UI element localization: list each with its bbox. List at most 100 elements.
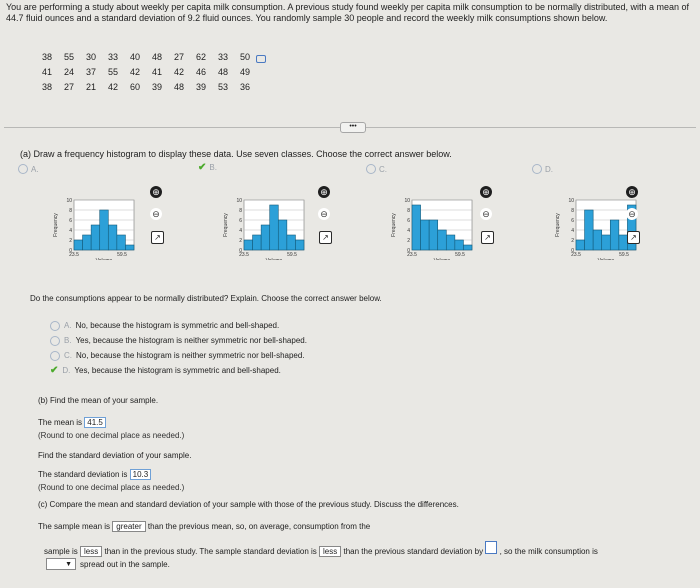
y-tick-label: 0 [407, 248, 410, 254]
x-axis-label: Volume [266, 258, 283, 260]
normality-question: Do the consumptions appear to be normall… [30, 294, 382, 303]
option-letter: D. [62, 366, 71, 375]
y-tick-label: 6 [239, 218, 242, 224]
y-axis-label: Frequency [555, 213, 561, 237]
mean-answer[interactable]: 41.5 [84, 417, 106, 428]
y-tick-label: 0 [69, 248, 72, 254]
option-text: Yes, because the histogram is symmetric … [74, 366, 281, 375]
spread-dropdown[interactable]: ▼ [46, 558, 76, 570]
data-cell: 21 [85, 82, 96, 92]
radio-a[interactable] [50, 320, 60, 331]
zoom-in-icon[interactable]: ⊕ [626, 186, 638, 198]
expand-icon[interactable]: ↗ [481, 231, 494, 244]
x-tick-label: 59.5 [287, 252, 297, 258]
normality-options: A. No, because the histogram is symmetri… [50, 318, 307, 378]
x-axis-label: Volume [96, 258, 113, 260]
checkmark-icon: ✔ [50, 365, 59, 376]
histogram-bar [107, 224, 118, 251]
y-tick-label: 2 [571, 238, 574, 244]
data-cell: 42 [173, 67, 184, 77]
normality-option-b[interactable]: B. Yes, because the histogram is neither… [50, 333, 307, 348]
sample-compare-dropdown[interactable]: less [80, 546, 103, 557]
y-axis-label: Frequency [223, 213, 229, 237]
data-cell: 38 [41, 52, 52, 62]
histogram-bar [420, 219, 430, 251]
data-cell: 37 [85, 67, 96, 77]
sd-compare-dropdown[interactable]: less [319, 546, 342, 557]
histogram-bar [286, 234, 296, 251]
option-a[interactable]: A. [18, 164, 39, 174]
radio-a[interactable] [18, 164, 28, 174]
zoom-out-icon[interactable]: ⊖ [318, 208, 330, 220]
radio-c[interactable] [366, 164, 376, 174]
normality-option-d[interactable]: ✔ D. Yes, because the histogram is symme… [50, 363, 307, 378]
part-b-prompt: (b) Find the mean of your sample. [38, 396, 159, 405]
more-button[interactable]: ••• [340, 122, 366, 133]
data-cell: 33 [107, 52, 118, 62]
sd-line: The standard deviation is 10.3 [38, 469, 152, 480]
histogram-bar [584, 209, 594, 251]
mean-compare-dropdown[interactable]: greater [112, 521, 146, 532]
compare-text: than the previous mean, so, on average, … [147, 522, 371, 531]
zoom-out-icon[interactable]: ⊖ [480, 208, 492, 220]
zoom-in-icon[interactable]: ⊕ [318, 186, 330, 198]
mean-line: The mean is 41.5 [38, 417, 106, 428]
histogram-a: 10 8 6 4 2 023.5 59.5 Volume Frequency [53, 198, 135, 264]
sd-difference-input[interactable] [485, 541, 498, 554]
y-axis-label: Frequency [53, 213, 59, 237]
x-tick-label: 59.5 [619, 252, 629, 258]
histogram-bar [252, 234, 262, 251]
option-text: No, because the histogram is symmetric a… [75, 321, 280, 330]
data-cell: 38 [41, 82, 52, 92]
histogram-bar [269, 204, 279, 251]
x-axis-label: Volume [434, 258, 451, 260]
zoom-in-icon[interactable]: ⊕ [480, 186, 492, 198]
histogram-bar [116, 234, 126, 251]
zoom-out-icon[interactable]: ⊖ [626, 208, 638, 220]
data-cell: 42 [107, 82, 118, 92]
option-d[interactable]: D. [532, 164, 553, 174]
data-cell: 53 [217, 82, 228, 92]
histogram-bar [260, 224, 271, 251]
data-cell: 39 [151, 82, 162, 92]
histogram-b-panel: 10 8 6 4 2 023.5 59.5 Volume Frequency [222, 192, 312, 265]
histogram-d: 10 8 6 4 2 023.5 59.5 Volume Frequency [555, 198, 637, 264]
x-tick-label: 59.5 [455, 252, 465, 258]
expand-icon[interactable]: ↗ [627, 231, 640, 244]
zoom-in-icon[interactable]: ⊕ [150, 186, 162, 198]
copy-data-icon[interactable] [256, 55, 266, 63]
y-tick-label: 4 [239, 228, 242, 234]
histogram-bar [277, 219, 288, 251]
data-cell: 55 [63, 52, 74, 62]
normality-option-c[interactable]: C. No, because the histogram is neither … [50, 348, 307, 363]
option-text: No, because the histogram is neither sym… [76, 351, 305, 360]
x-tick-label: 23.5 [239, 252, 249, 258]
option-c[interactable]: C. [366, 164, 387, 174]
radio-b[interactable] [50, 335, 60, 346]
data-cell: 49 [239, 67, 250, 77]
y-tick-label: 6 [571, 218, 574, 224]
data-cell: 42 [129, 67, 140, 77]
normality-option-a[interactable]: A. No, because the histogram is symmetri… [50, 318, 307, 333]
compare-text: The sample mean is [38, 522, 111, 531]
zoom-out-icon[interactable]: ⊖ [150, 208, 162, 220]
histogram-bar [125, 244, 135, 251]
option-a-label: A. [31, 164, 39, 174]
data-row: 38 55 30 33 40 48 27 62 33 50 [36, 52, 266, 67]
data-cell: 30 [85, 52, 96, 62]
y-tick-label: 2 [239, 238, 242, 244]
histogram-bar [99, 209, 109, 251]
option-b[interactable]: ✔ B. [198, 162, 217, 173]
data-table: 38 55 30 33 40 48 27 62 33 50 41 24 37 5… [36, 52, 266, 97]
sd-label: The standard deviation is [38, 470, 128, 479]
y-tick-label: 8 [239, 208, 242, 214]
sd-answer[interactable]: 10.3 [129, 469, 152, 480]
radio-c[interactable] [50, 350, 60, 361]
data-cell: 48 [173, 82, 184, 92]
expand-icon[interactable]: ↗ [151, 231, 164, 244]
radio-d[interactable] [532, 164, 542, 174]
y-tick-label: 8 [407, 208, 410, 214]
compare-text: spread out in the sample. [80, 559, 170, 569]
expand-icon[interactable]: ↗ [319, 231, 332, 244]
data-cell: 27 [63, 82, 74, 92]
